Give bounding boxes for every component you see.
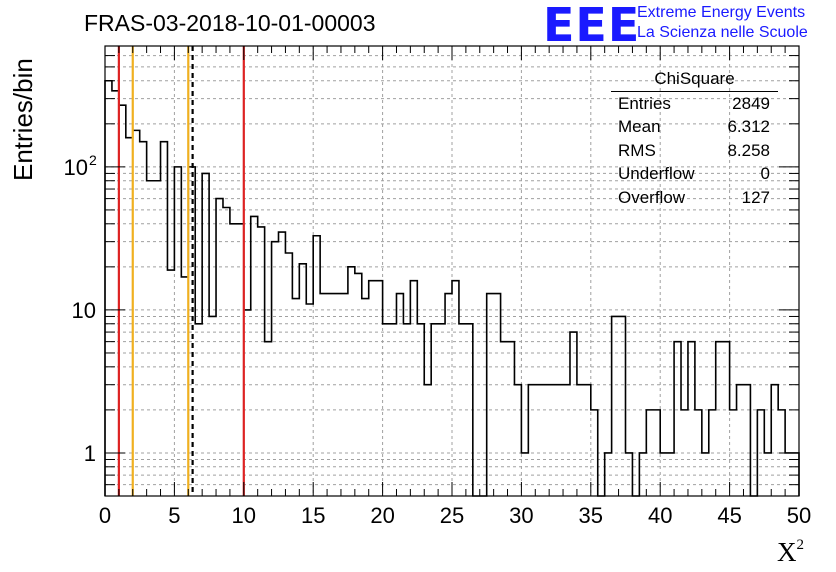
stats-row-underflow: Underflow 0: [611, 162, 778, 185]
histogram-outline: [104, 79, 800, 497]
stats-value: 2849: [732, 94, 770, 113]
stats-label: RMS: [618, 140, 656, 160]
stats-label: Entries: [618, 94, 671, 113]
x-axis-label: X2: [777, 537, 804, 568]
x-tick-label: 5: [168, 503, 180, 528]
x-tick-label: 15: [301, 503, 325, 528]
marker-lines-layer: [117, 46, 245, 496]
x-axis-label-sup: 2: [796, 537, 805, 553]
y-tick-label: 10: [64, 155, 88, 180]
x-tick-label: 45: [717, 503, 741, 528]
x-tick-label: 0: [99, 503, 111, 528]
x-tick-label: 40: [648, 503, 672, 528]
x-tick-label: 20: [370, 503, 394, 528]
logo-line-1: Extreme Energy Events: [637, 4, 806, 21]
x-tick-label: 30: [509, 503, 533, 528]
y-tick-label: 1: [84, 441, 96, 466]
x-tick-label: 50: [787, 503, 811, 528]
x-tick-label: 35: [579, 503, 603, 528]
y-axis-label: Entries/bin: [8, 58, 38, 181]
stats-value: 8.258: [727, 140, 770, 160]
stats-label: Overflow: [618, 187, 686, 207]
stats-row-rms: RMS 8.258: [611, 139, 778, 162]
logo-line-2: La Scienza nelle Scuole: [637, 24, 808, 41]
stats-value: 6.312: [727, 117, 770, 137]
stats-label: Mean: [618, 117, 661, 137]
stats-value: 127: [741, 187, 770, 207]
stats-row-overflow: Overflow 127: [611, 186, 778, 209]
x-axis-label-base: X: [777, 537, 797, 567]
axes-layer: [104, 45, 800, 497]
stats-title: ChiSquare: [611, 68, 778, 92]
y-tick-label-sup: 2: [89, 152, 97, 168]
eee-logo: EEE: [543, 0, 641, 52]
stats-value: 0: [760, 164, 770, 184]
y-tick-label: 10: [72, 298, 96, 323]
stats-label: Underflow: [618, 164, 695, 184]
stats-row-entries: Entries 2849: [611, 92, 778, 115]
x-tick-label: 25: [440, 503, 464, 528]
stats-box: ChiSquare Entries 2849 Mean 6.312 RMS 8.…: [611, 68, 778, 209]
x-tick-label: 10: [232, 503, 256, 528]
plot-title: FRAS-03-2018-10-01-00003: [84, 10, 376, 36]
histogram-layer: [104, 79, 800, 497]
stats-row-mean: Mean 6.312: [611, 115, 778, 138]
